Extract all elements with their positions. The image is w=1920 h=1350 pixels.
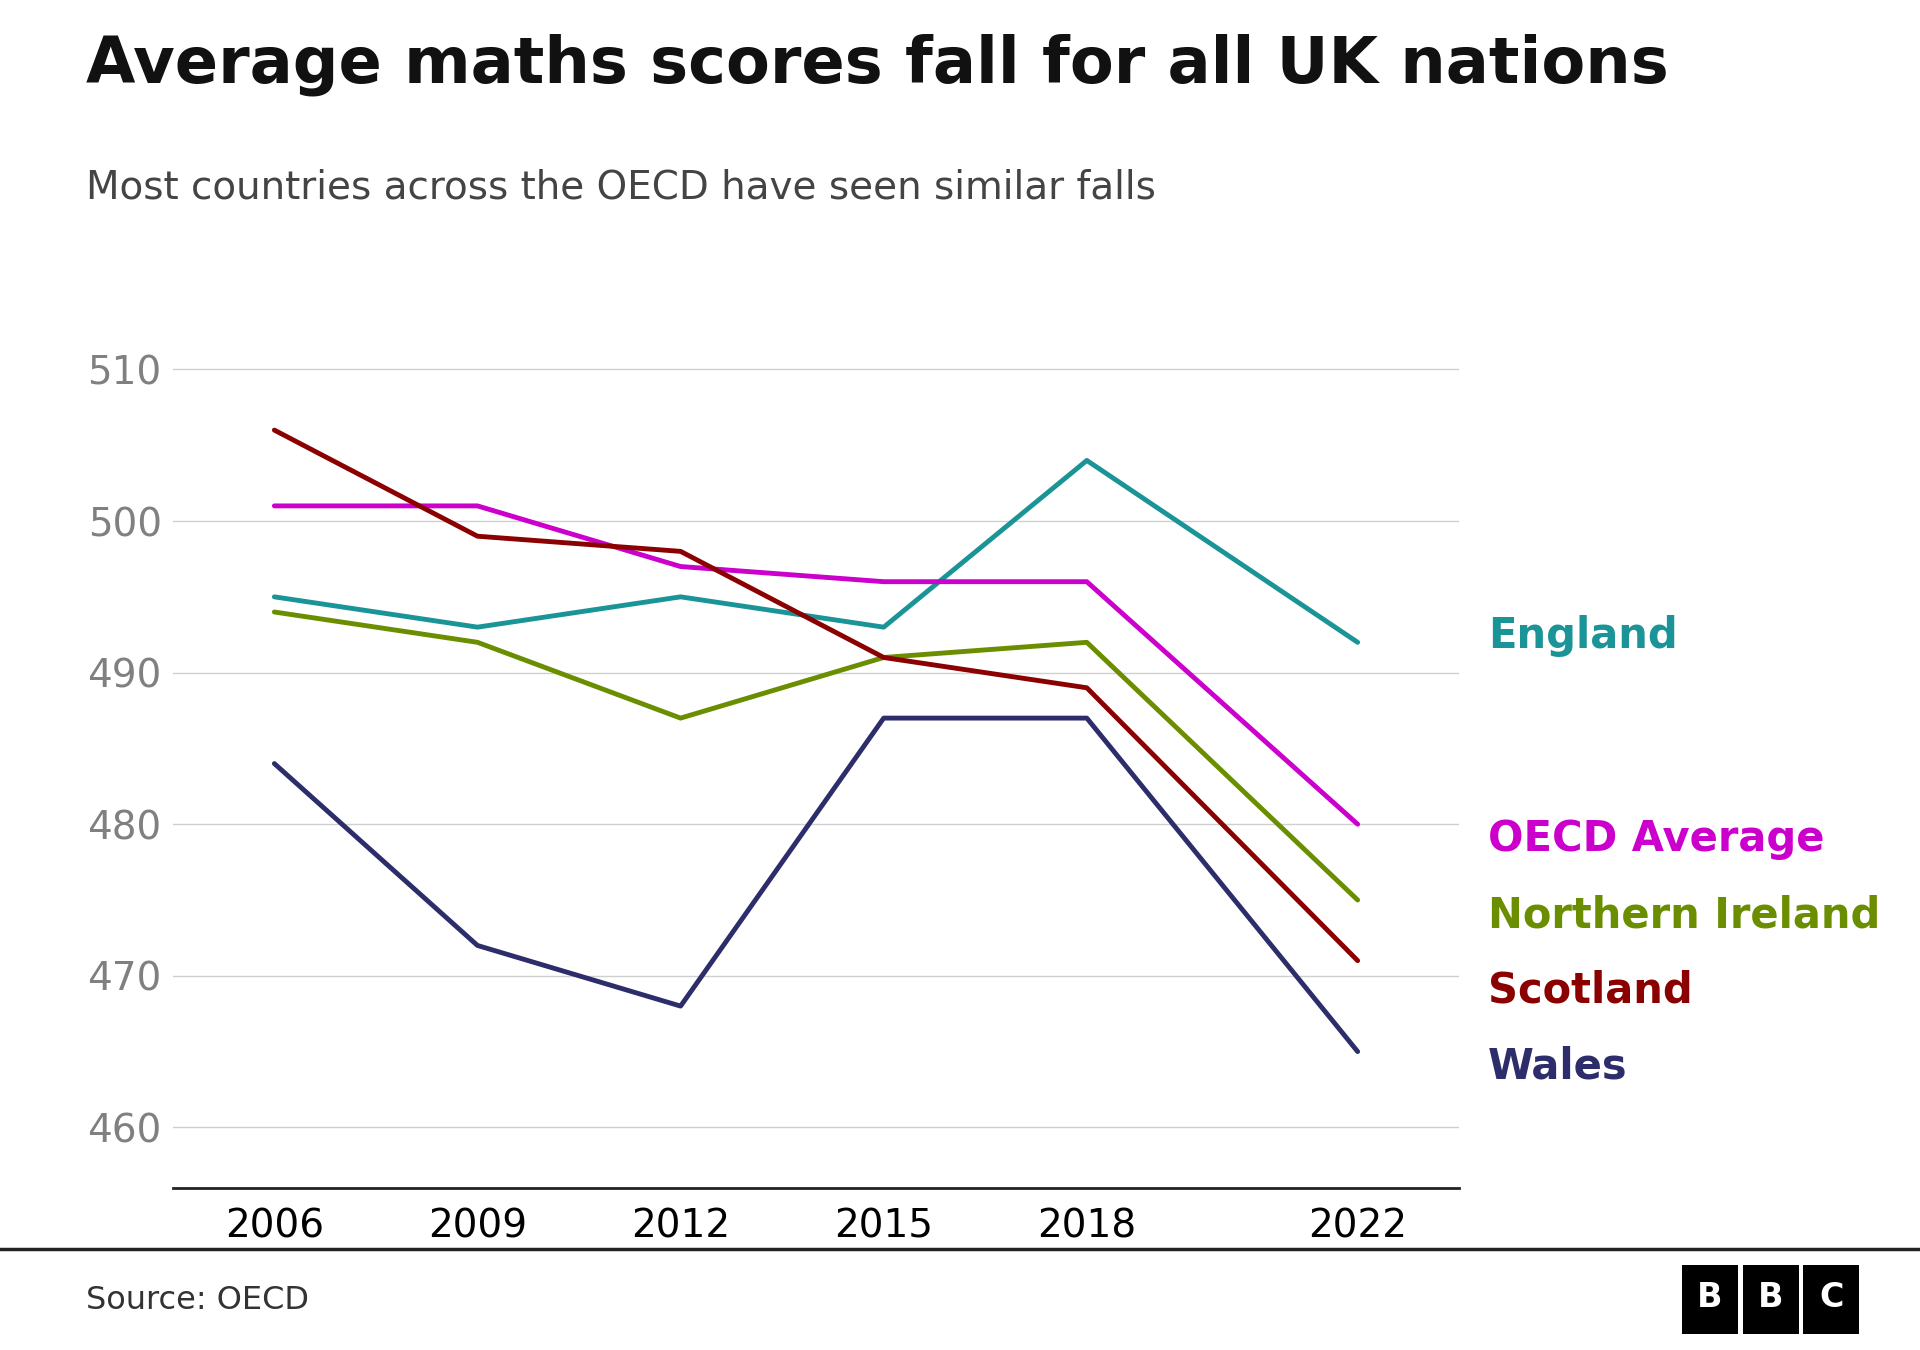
FancyBboxPatch shape bbox=[1682, 1265, 1738, 1334]
Text: B: B bbox=[1759, 1281, 1784, 1315]
FancyBboxPatch shape bbox=[1803, 1265, 1859, 1334]
FancyBboxPatch shape bbox=[1743, 1265, 1799, 1334]
Text: Northern Ireland: Northern Ireland bbox=[1488, 894, 1880, 936]
Text: Average maths scores fall for all UK nations: Average maths scores fall for all UK nat… bbox=[86, 34, 1668, 96]
Text: Wales: Wales bbox=[1488, 1046, 1628, 1088]
Text: B: B bbox=[1697, 1281, 1722, 1315]
Text: C: C bbox=[1818, 1281, 1843, 1315]
Text: Source: OECD: Source: OECD bbox=[86, 1285, 309, 1316]
Text: England: England bbox=[1488, 614, 1678, 656]
Text: OECD Average: OECD Average bbox=[1488, 818, 1824, 860]
Text: Most countries across the OECD have seen similar falls: Most countries across the OECD have seen… bbox=[86, 169, 1156, 207]
Text: Scotland: Scotland bbox=[1488, 969, 1693, 1012]
